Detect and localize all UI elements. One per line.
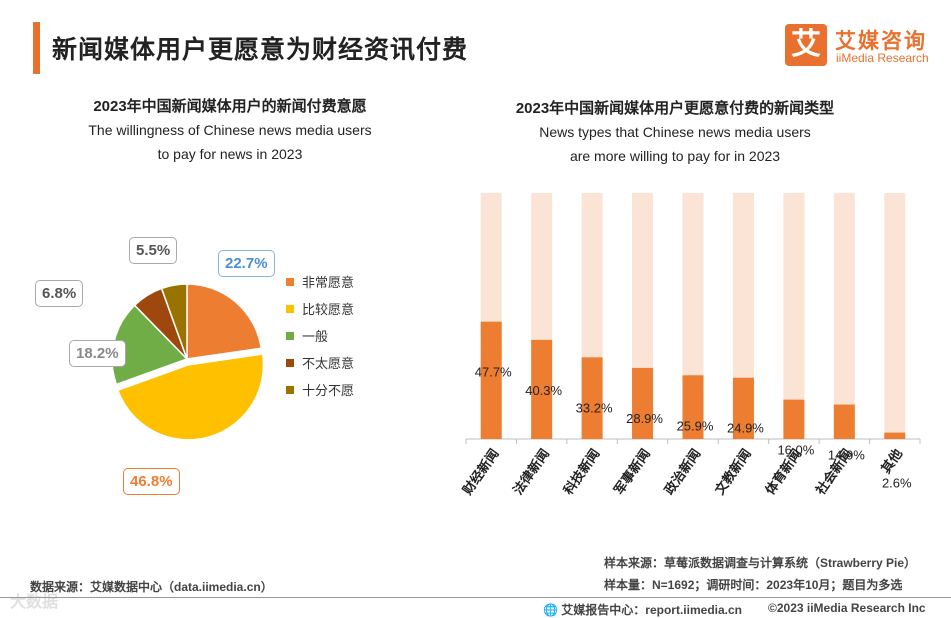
bar (682, 375, 704, 439)
bar-category-label: 军事新闻 (611, 446, 654, 498)
bar (531, 339, 553, 439)
legend-item: 非常愿意 (286, 268, 354, 295)
legend-label: 非常愿意 (302, 275, 355, 290)
bar (632, 367, 654, 439)
legend-item: 不太愿意 (286, 349, 354, 376)
legend-item: 比较愿意 (286, 295, 354, 322)
logo-name-en: iiMedia Research (836, 51, 929, 65)
bar-category-label: 政治新闻 (661, 446, 704, 498)
globe-icon: 🌐 (543, 603, 558, 617)
bar-value-label: 47.7% (475, 365, 512, 380)
copyright: ©2023 iiMedia Research Inc (768, 601, 926, 615)
bar-value-label: 40.3% (525, 383, 562, 398)
report-center-link[interactable]: 🌐 艾媒报告中心：report.iimedia.cn (543, 601, 742, 618)
pie-value-label-very-unwilling: 5.5% (129, 237, 178, 264)
legend-label: 十分不愿 (302, 383, 355, 398)
legend-swatch (286, 358, 294, 367)
legend-swatch (286, 331, 294, 340)
bar-chart-title: 2023年中国新闻媒体用户更愿意付费的新闻类型 (515, 100, 835, 117)
bar-value-label: 25.9% (677, 418, 714, 433)
legend-label: 不太愿意 (302, 356, 355, 371)
logo-name-cn: 艾媒咨询 (835, 30, 927, 53)
legend-label: 比较愿意 (302, 302, 355, 317)
iimedia-logo-icon: 艾 (785, 24, 827, 66)
bar-subtitle-line1: News types that Chinese news media users (539, 124, 811, 140)
bar-value-label: 14.0% (828, 448, 865, 463)
pie-subtitle-line1: The willingness of Chinese news media us… (88, 122, 372, 138)
legend-swatch (286, 385, 294, 394)
data-source-note: 数据来源：艾媒数据中心（data.iimedia.cn） (30, 580, 273, 594)
watermark: 大数据 (10, 594, 59, 611)
pie-value-label-fairly-willing: 46.8% (123, 468, 180, 495)
bar (833, 404, 855, 439)
bar-value-label: 16.0% (777, 443, 814, 458)
report-center-text: 艾媒报告中心：report.iimedia.cn (561, 603, 742, 617)
legend-item: 十分不愿 (286, 376, 354, 403)
pie-subtitle-line2: to pay for news in 2023 (157, 146, 303, 162)
legend-swatch (286, 277, 294, 286)
pie-chart (111, 283, 265, 441)
bar (480, 321, 502, 439)
bar-value-label: 28.9% (626, 411, 663, 426)
legend-item: 一般 (286, 322, 354, 349)
pie-slice (160, 283, 188, 360)
title-accent-bar (33, 22, 40, 74)
bar-category-label: 科技新闻 (560, 446, 603, 498)
bar-value-label: 24.9% (727, 421, 764, 436)
bar-background (783, 193, 805, 439)
pie-chart-title: 2023年中国新闻媒体用户的新闻付费意愿 (93, 98, 367, 115)
pie-value-label-not-willing: 6.8% (35, 280, 84, 307)
pie-slice (186, 283, 263, 360)
sample-source-note: 样本来源：草莓派数据调查与计算系统（Strawberry Pie） (604, 556, 917, 570)
page-title: 新闻媒体用户更愿意为财经资讯付费 (52, 36, 469, 64)
bar-background (884, 193, 906, 439)
bar (783, 399, 805, 439)
legend-swatch (286, 304, 294, 313)
bar-category-label: 文教新闻 (712, 446, 755, 498)
bar-chart-subtitle: News types that Chinese news media users… (455, 120, 895, 168)
bar (884, 432, 906, 439)
bar-background (732, 193, 754, 439)
bar-category-label: 其他 (878, 446, 906, 476)
bar (581, 357, 603, 439)
pie-slice (116, 353, 265, 441)
pie-value-label-neutral: 18.2% (69, 340, 126, 367)
sample-size-note: 样本量：N=1692；调研时间：2023年10月；题目为多选 (604, 578, 903, 592)
bar (732, 377, 754, 439)
legend-label: 一般 (302, 329, 329, 344)
pie-legend: 非常愿意 比较愿意 一般 不太愿意 十分不愿 (286, 268, 354, 403)
pie-value-label-very-willing: 22.7% (218, 250, 275, 277)
footer-divider (0, 597, 951, 598)
pie-chart-subtitle: The willingness of Chinese news media us… (40, 118, 420, 166)
bar-background (833, 193, 855, 439)
bar-subtitle-line2: are more willing to pay for in 2023 (569, 148, 781, 164)
bar-category-label: 法律新闻 (510, 446, 553, 498)
bar-category-label: 财经新闻 (460, 446, 503, 498)
bar-value-label: 2.6% (882, 476, 912, 491)
bar-value-label: 33.2% (576, 400, 613, 415)
bar-chart: 47.7% 财经新闻 40.3% 法律新闻 33.2% 科技新闻 28.9% 军事新闻 25.9… (460, 193, 921, 499)
